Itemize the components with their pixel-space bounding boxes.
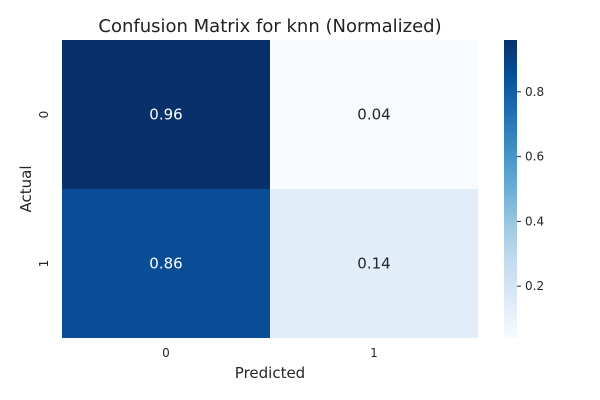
colorbar-tick-label: 0.2 — [525, 279, 544, 293]
cell-value-label-0-1: 0.04 — [357, 106, 390, 124]
cell-value-label-1-0: 0.86 — [149, 255, 182, 273]
y-tick-label: 0 — [37, 111, 51, 119]
heatmap-cell-1-0 — [62, 189, 270, 338]
y-tick-labels: 01 — [37, 111, 51, 268]
cell-value-label-1-1: 0.14 — [357, 255, 390, 273]
x-axis-label: Predicted — [235, 364, 305, 382]
y-axis-label: Actual — [17, 166, 35, 213]
x-tick-label: 1 — [370, 346, 378, 360]
colorbar-tick-label: 0.4 — [525, 214, 544, 228]
heatmap-cell-labels: 0.96 0.04 0.86 0.14 — [149, 106, 390, 273]
cell-value-label-0-0: 0.96 — [149, 106, 182, 124]
colorbar-tick-label: 0.6 — [525, 150, 544, 164]
heatmap-cell-0-1 — [270, 40, 478, 189]
colorbar-ticks: 0.2 0.4 0.6 0.8 — [517, 85, 544, 293]
colorbar — [504, 40, 517, 338]
chart-title: Confusion Matrix for knn (Normalized) — [98, 16, 441, 37]
x-tick-label: 0 — [162, 346, 170, 360]
colorbar-tick-label: 0.8 — [525, 85, 544, 99]
heatmap-cell-1-1 — [270, 189, 478, 338]
heatmap-cells — [62, 40, 478, 338]
y-tick-label: 1 — [37, 260, 51, 268]
heatmap-cell-0-0 — [62, 40, 270, 189]
